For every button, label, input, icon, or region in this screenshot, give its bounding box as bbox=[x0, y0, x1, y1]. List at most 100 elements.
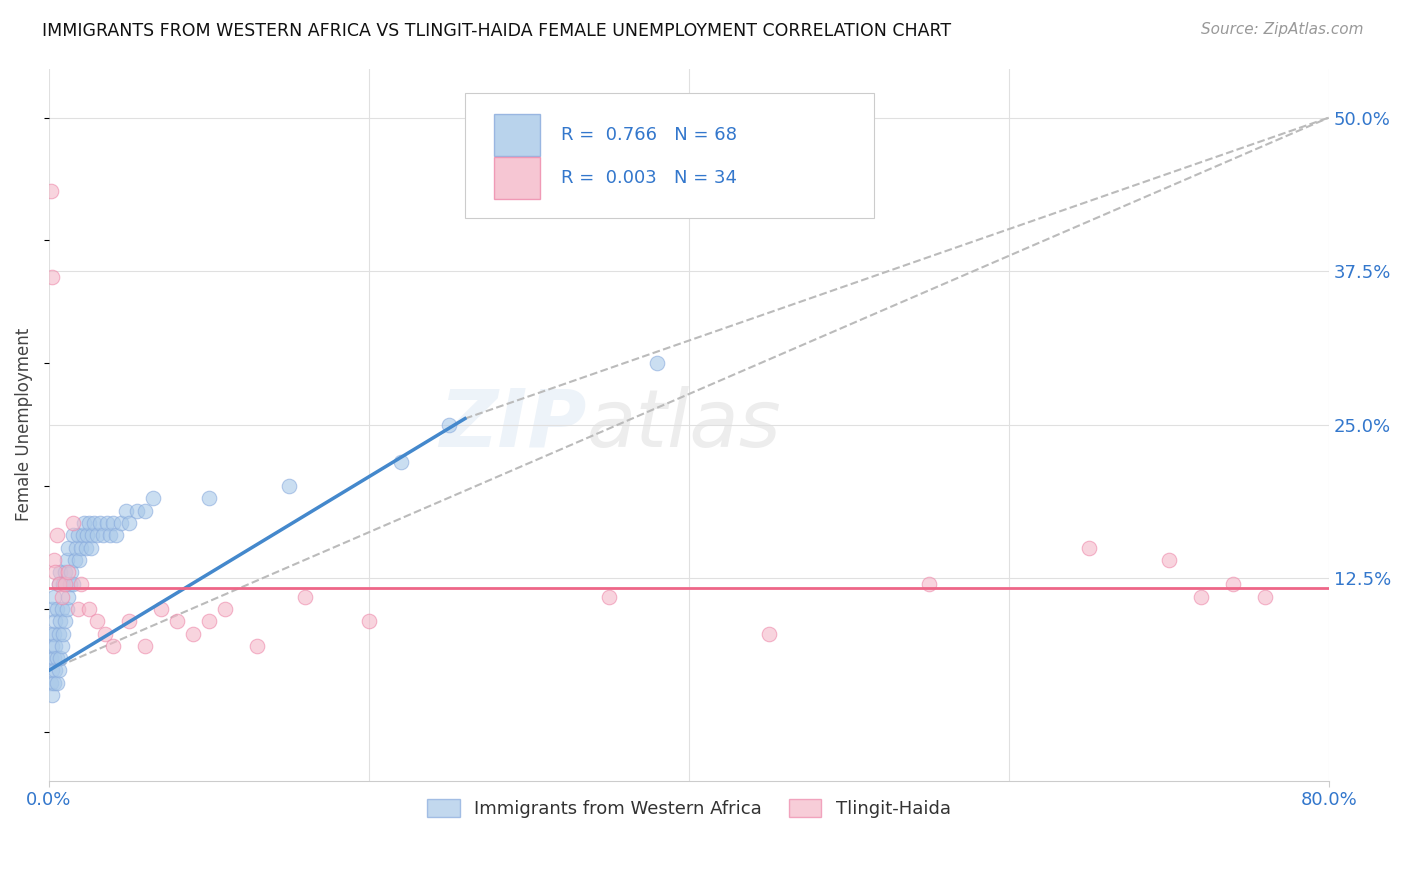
Point bbox=[39, 626, 62, 640]
Point bbox=[79, 541, 101, 555]
Point bbox=[53, 565, 76, 579]
Point bbox=[53, 615, 76, 629]
Point bbox=[118, 615, 141, 629]
Point bbox=[76, 528, 98, 542]
Point bbox=[42, 675, 65, 690]
Point bbox=[166, 615, 188, 629]
Point bbox=[94, 626, 117, 640]
Point bbox=[49, 615, 72, 629]
Point bbox=[118, 516, 141, 530]
Legend: Immigrants from Western Africa, Tlingit-Haida: Immigrants from Western Africa, Tlingit-… bbox=[420, 791, 957, 825]
Point bbox=[101, 639, 124, 653]
Point bbox=[56, 565, 79, 579]
Point bbox=[66, 602, 89, 616]
Point bbox=[198, 491, 221, 506]
Text: R =  0.003   N = 34: R = 0.003 N = 34 bbox=[561, 169, 737, 186]
Point bbox=[181, 626, 204, 640]
Point bbox=[65, 541, 87, 555]
Point bbox=[214, 602, 236, 616]
Text: R =  0.766   N = 68: R = 0.766 N = 68 bbox=[561, 126, 737, 144]
Point bbox=[1077, 541, 1099, 555]
Text: IMMIGRANTS FROM WESTERN AFRICA VS TLINGIT-HAIDA FEMALE UNEMPLOYMENT CORRELATION : IMMIGRANTS FROM WESTERN AFRICA VS TLINGI… bbox=[42, 22, 952, 40]
FancyBboxPatch shape bbox=[495, 156, 540, 199]
Point bbox=[1222, 577, 1244, 591]
Point bbox=[53, 577, 76, 591]
Point bbox=[44, 639, 66, 653]
Point bbox=[44, 565, 66, 579]
Point bbox=[60, 565, 83, 579]
Point bbox=[48, 577, 70, 591]
Point bbox=[758, 626, 780, 640]
Point bbox=[44, 664, 66, 678]
Point bbox=[46, 675, 69, 690]
Point bbox=[41, 639, 63, 653]
Point bbox=[52, 626, 75, 640]
Point bbox=[82, 528, 104, 542]
Point bbox=[51, 602, 73, 616]
Point bbox=[55, 553, 77, 567]
Point bbox=[41, 688, 63, 702]
Point bbox=[77, 516, 100, 530]
Point bbox=[67, 553, 90, 567]
Point bbox=[46, 528, 69, 542]
Point bbox=[56, 541, 79, 555]
Point bbox=[41, 270, 63, 285]
Point bbox=[86, 615, 108, 629]
Point bbox=[83, 516, 105, 530]
Point bbox=[1189, 590, 1212, 604]
Point bbox=[42, 590, 65, 604]
Point bbox=[72, 528, 94, 542]
Point bbox=[70, 577, 93, 591]
Point bbox=[89, 516, 111, 530]
Point bbox=[39, 675, 62, 690]
Point bbox=[42, 651, 65, 665]
Point bbox=[49, 565, 72, 579]
Point bbox=[1254, 590, 1277, 604]
Point bbox=[437, 417, 460, 432]
Point bbox=[149, 602, 172, 616]
Text: atlas: atlas bbox=[586, 385, 782, 464]
Point bbox=[55, 602, 77, 616]
Point bbox=[96, 516, 118, 530]
Point bbox=[56, 590, 79, 604]
Text: Source: ZipAtlas.com: Source: ZipAtlas.com bbox=[1201, 22, 1364, 37]
Point bbox=[46, 602, 69, 616]
Point bbox=[39, 651, 62, 665]
Point bbox=[294, 590, 316, 604]
Point bbox=[62, 516, 84, 530]
FancyBboxPatch shape bbox=[465, 94, 875, 219]
Point bbox=[49, 651, 72, 665]
Point bbox=[44, 615, 66, 629]
Point bbox=[86, 528, 108, 542]
Point bbox=[918, 577, 941, 591]
Point bbox=[48, 664, 70, 678]
Point bbox=[1157, 553, 1180, 567]
Point bbox=[52, 577, 75, 591]
Point bbox=[66, 528, 89, 542]
Point bbox=[246, 639, 269, 653]
Point bbox=[42, 553, 65, 567]
Point bbox=[62, 528, 84, 542]
Point bbox=[93, 528, 115, 542]
Point bbox=[41, 602, 63, 616]
Point bbox=[389, 454, 412, 468]
Point bbox=[105, 528, 128, 542]
Point bbox=[62, 577, 84, 591]
Point bbox=[278, 479, 301, 493]
Point bbox=[51, 639, 73, 653]
Point bbox=[73, 516, 96, 530]
Point bbox=[48, 626, 70, 640]
Point bbox=[98, 528, 121, 542]
Point bbox=[39, 185, 62, 199]
Point bbox=[357, 615, 380, 629]
FancyBboxPatch shape bbox=[495, 114, 540, 156]
Point bbox=[142, 491, 165, 506]
Point bbox=[48, 577, 70, 591]
Point bbox=[198, 615, 221, 629]
Point bbox=[645, 356, 668, 370]
Point bbox=[41, 664, 63, 678]
Point bbox=[59, 577, 82, 591]
Point bbox=[75, 541, 97, 555]
Point bbox=[125, 504, 148, 518]
Text: ZIP: ZIP bbox=[439, 385, 586, 464]
